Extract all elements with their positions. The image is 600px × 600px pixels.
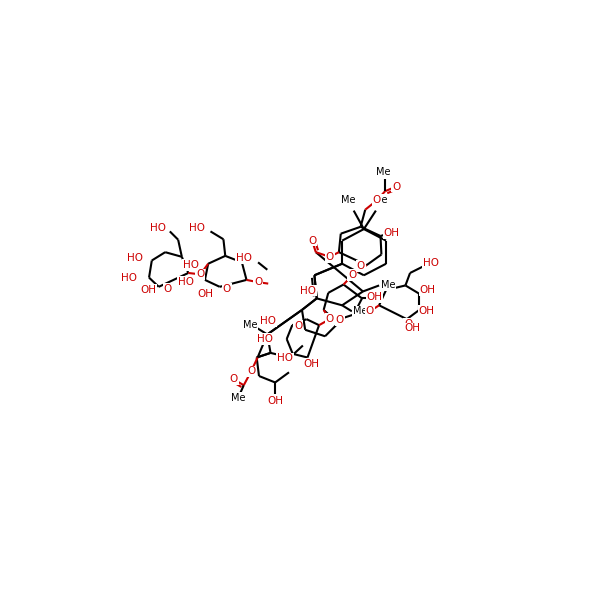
- Text: OH: OH: [419, 285, 436, 295]
- Text: Me: Me: [353, 307, 367, 316]
- Text: HO: HO: [277, 353, 293, 364]
- Text: HO: HO: [189, 223, 205, 233]
- Text: O: O: [348, 270, 356, 280]
- Text: O: O: [223, 284, 231, 294]
- Text: Me: Me: [376, 167, 390, 177]
- Text: OH: OH: [383, 228, 400, 238]
- Text: HO: HO: [178, 277, 194, 287]
- Text: O: O: [196, 269, 205, 280]
- Text: O: O: [373, 196, 381, 205]
- Text: Me: Me: [373, 195, 388, 205]
- Text: O: O: [326, 314, 334, 324]
- Text: HO: HO: [236, 253, 252, 263]
- Text: Me: Me: [380, 280, 395, 290]
- Text: O: O: [336, 315, 344, 325]
- Text: HO: HO: [127, 253, 143, 263]
- Text: HO: HO: [260, 316, 276, 326]
- Text: OH: OH: [303, 359, 319, 369]
- Text: OH: OH: [367, 292, 382, 302]
- Text: HO: HO: [300, 286, 316, 296]
- Text: O: O: [366, 307, 374, 316]
- Text: O: O: [164, 284, 172, 294]
- Text: OH: OH: [405, 323, 421, 334]
- Text: Me: Me: [242, 320, 257, 330]
- Text: Me: Me: [341, 195, 355, 205]
- Text: OH: OH: [140, 285, 156, 295]
- Text: O: O: [247, 367, 255, 376]
- Text: O: O: [392, 182, 400, 191]
- Text: OH: OH: [267, 396, 283, 406]
- Text: HO: HO: [121, 272, 137, 283]
- Text: HO: HO: [183, 260, 199, 270]
- Text: HO: HO: [149, 223, 166, 233]
- Text: O: O: [326, 252, 334, 262]
- Text: O: O: [294, 321, 302, 331]
- Text: Me: Me: [231, 393, 245, 403]
- Text: HO: HO: [257, 334, 273, 344]
- Text: O: O: [404, 319, 412, 329]
- Text: O: O: [254, 277, 262, 287]
- Text: HO: HO: [424, 258, 439, 268]
- Text: O: O: [308, 236, 316, 245]
- Text: O: O: [229, 374, 238, 384]
- Text: OH: OH: [197, 289, 213, 299]
- Text: OH: OH: [419, 307, 434, 316]
- Text: O: O: [356, 261, 365, 271]
